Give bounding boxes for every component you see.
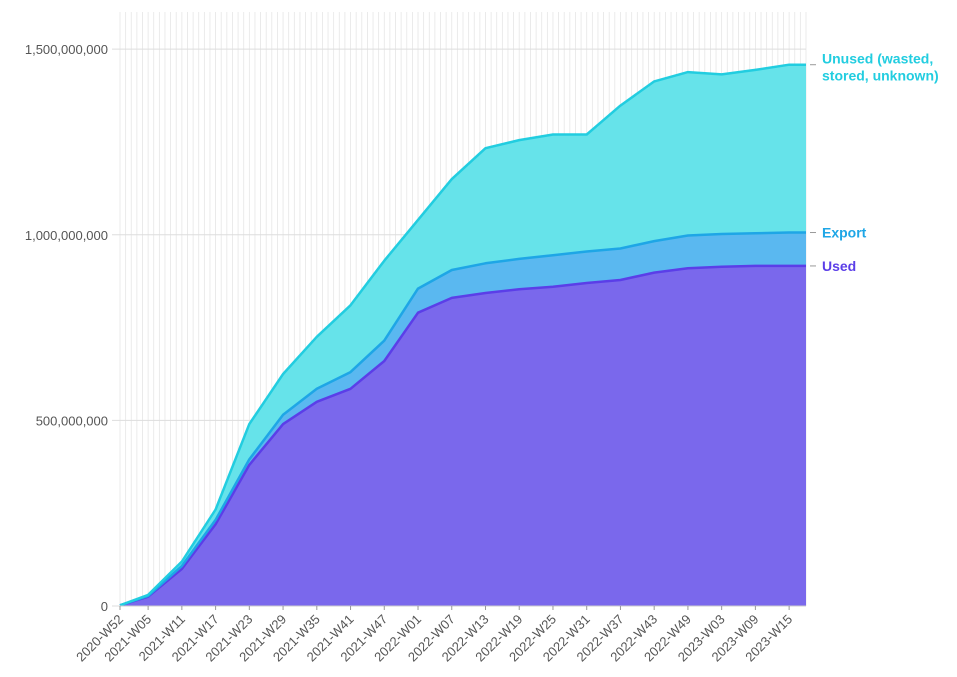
line-export [119, 231, 806, 607]
series-label-used: Used [822, 258, 856, 274]
area-unused-wasted-stored-unknown [120, 64, 806, 606]
series-label-export: Export [822, 225, 867, 241]
y-tick-label: 1,000,000,000 [25, 228, 108, 243]
y-tick-label: 0 [101, 599, 108, 614]
series-labels: Used Export Unused (wasted, stored, unknown… [810, 51, 939, 274]
area-used [120, 265, 806, 606]
y-tick-label: 1,500,000,000 [25, 42, 108, 57]
series-lines [119, 63, 806, 607]
y-tick-label: 500,000,000 [36, 413, 108, 428]
series-areas [120, 64, 806, 606]
line-unused-wasted-stored-unknown [119, 63, 806, 607]
line-used [119, 264, 806, 607]
series-label-unused-wasted-stored-unknown: Unused (wasted, stored, unknown) [822, 51, 939, 84]
